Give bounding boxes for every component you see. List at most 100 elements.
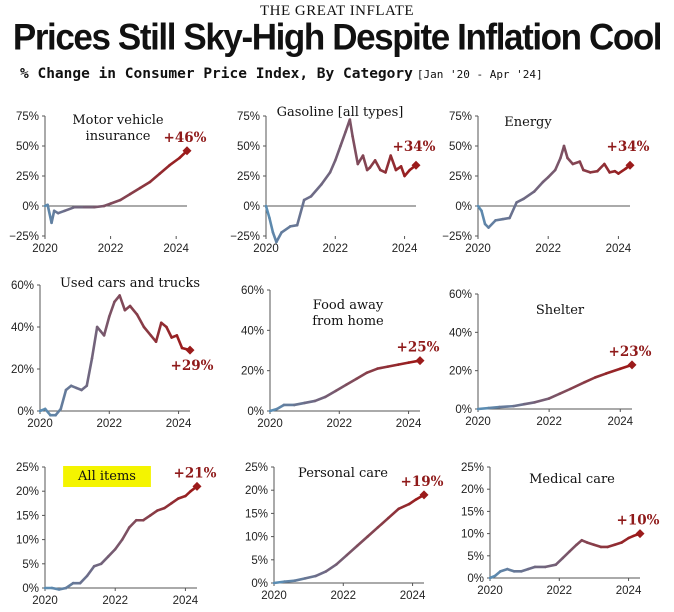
series-segment — [128, 304, 139, 316]
y-tick-label: 50% — [449, 141, 472, 153]
y-tick-label: 40% — [241, 325, 264, 337]
series-segment — [604, 367, 622, 375]
series-segment — [119, 192, 132, 202]
y-tick-label: 60% — [241, 285, 264, 297]
x-tick-label: 2022 — [326, 418, 352, 430]
y-tick-label: 60% — [449, 289, 472, 301]
panel-title: Gasoline [all types] — [277, 105, 404, 120]
series-segment — [314, 570, 328, 578]
y-tick-label: 0% — [17, 406, 34, 418]
y-tick-label: 15% — [16, 510, 39, 522]
series-segment — [376, 365, 390, 370]
series-segment — [43, 407, 52, 417]
panel-title: Medical care — [529, 472, 615, 487]
panel-title: Personal care — [298, 466, 388, 481]
x-tick-label: 2022 — [330, 590, 356, 602]
y-tick-label: −25% — [9, 231, 39, 243]
series-segment — [106, 547, 117, 558]
y-tick-label: 10% — [16, 535, 39, 547]
series-segment — [562, 144, 569, 160]
series-segment — [508, 201, 518, 220]
series-segment — [127, 518, 138, 529]
series-segment — [373, 159, 382, 172]
y-tick-label: 0% — [467, 573, 484, 585]
end-value-label: +19% — [401, 474, 444, 490]
series-segment — [309, 183, 323, 198]
y-tick-label: 25% — [237, 171, 260, 183]
series-segment — [175, 334, 184, 350]
series-segment — [292, 401, 306, 407]
series-segment — [302, 195, 313, 202]
series-segment — [59, 388, 68, 411]
series-segment — [547, 392, 562, 400]
x-tick-label: 2020 — [32, 243, 58, 255]
x-tick-label: 2020 — [253, 243, 279, 255]
series-segment — [148, 172, 162, 184]
series-segment — [476, 406, 490, 411]
series-segment — [118, 294, 127, 312]
end-value-label: +46% — [164, 130, 207, 146]
series-segment — [386, 363, 400, 368]
series-segment — [532, 180, 545, 193]
y-tick-label: 50% — [16, 141, 39, 153]
y-tick-label: 20% — [16, 486, 39, 498]
panel-title: Motor vehicle insurance — [72, 113, 164, 144]
y-tick-label: 10% — [461, 529, 484, 541]
series-segment — [546, 168, 557, 179]
panel-0: −25% 0% 25% 50% 75% 2020 2022 2024 Motor vehicle… — [9, 111, 206, 255]
series-segment — [328, 159, 337, 174]
series-segment — [487, 405, 501, 410]
series-segment — [376, 516, 390, 529]
series-segment — [339, 130, 347, 148]
x-tick-label: 2024 — [396, 418, 422, 430]
series-segment — [275, 231, 283, 244]
x-tick-label: 2024 — [607, 416, 633, 428]
date-range: [Jan '20 - Apr '24] — [416, 68, 543, 81]
y-tick-label: 20% — [11, 364, 34, 376]
series-segment — [620, 536, 630, 544]
series-segment — [333, 144, 342, 162]
series-segment — [389, 154, 398, 172]
panel-5: 0% 20% 40% 60% 2020 2022 2024 Shelter +23% — [449, 289, 652, 428]
x-tick-label: 2024 — [392, 243, 418, 255]
series-segment — [403, 168, 412, 178]
y-tick-label: 15% — [461, 506, 484, 518]
x-tick-label: 2022 — [322, 243, 348, 255]
series-segment — [154, 321, 163, 344]
series-segment — [272, 580, 286, 585]
y-tick-label: 20% — [461, 484, 484, 496]
series-segment — [141, 514, 152, 522]
x-tick-label: 2020 — [477, 585, 503, 597]
series-segment — [303, 574, 317, 580]
series-segment — [138, 180, 152, 190]
x-tick-label: 2022 — [535, 243, 561, 255]
kicker: THE GREAT INFLATE — [259, 3, 415, 19]
series-segment — [512, 402, 526, 408]
series-segment — [396, 361, 410, 366]
y-tick-label: −25% — [230, 231, 260, 243]
series-segment — [90, 325, 99, 360]
y-tick-label: 60% — [11, 280, 34, 292]
panel-4: 0% 20% 40% 60% 2020 2022 2024 Food away from hom… — [241, 285, 440, 430]
series-segment — [561, 550, 571, 560]
end-marker — [192, 481, 202, 491]
series-segment — [365, 367, 379, 374]
y-tick-label: 5% — [467, 551, 484, 563]
series-segment — [583, 376, 597, 384]
series-segment — [355, 535, 369, 548]
series-segment — [498, 404, 515, 409]
x-tick-label: 2024 — [616, 585, 642, 597]
series-segment — [107, 300, 116, 318]
x-tick-label: 2022 — [546, 585, 572, 597]
panel-title: Shelter — [536, 303, 585, 318]
series-segment — [313, 395, 327, 403]
y-tick-label: 25% — [16, 171, 39, 183]
panel-1: −25% 0% 25% 50% 75% 2020 2022 2024 Gasoline [all… — [230, 105, 435, 255]
end-marker — [625, 160, 635, 170]
series-segment — [558, 387, 572, 395]
highlight-box — [63, 466, 151, 487]
y-tick-label: −25% — [442, 231, 472, 243]
x-tick-label: 2022 — [102, 595, 128, 607]
series-segment — [522, 400, 537, 406]
x-tick-label: 2020 — [465, 243, 491, 255]
